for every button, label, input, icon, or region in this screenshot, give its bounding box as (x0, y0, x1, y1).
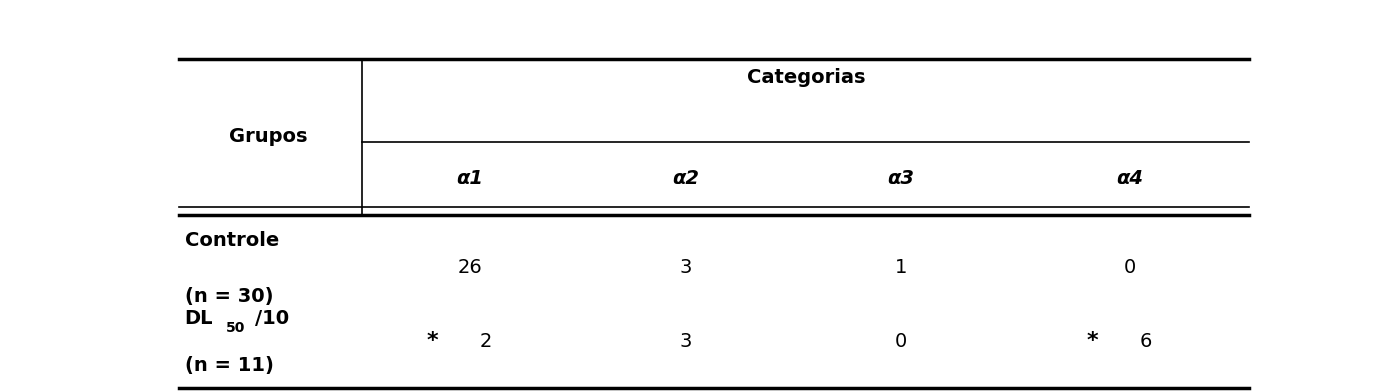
Text: Grupos: Grupos (229, 127, 307, 146)
Text: 3: 3 (680, 258, 692, 277)
Text: (n = 30): (n = 30) (185, 287, 272, 305)
Text: α3: α3 (887, 169, 915, 188)
Text: *: * (1087, 331, 1098, 351)
Text: Categorias: Categorias (748, 69, 866, 87)
Text: 3: 3 (680, 332, 692, 351)
Text: (n = 11): (n = 11) (185, 356, 274, 375)
Text: α4: α4 (1116, 169, 1144, 188)
Text: α2: α2 (671, 169, 699, 188)
Text: 6: 6 (1140, 332, 1152, 351)
Text: 0: 0 (895, 332, 908, 351)
Text: 26: 26 (457, 258, 482, 277)
Text: Controle: Controle (185, 231, 279, 250)
Text: *: * (427, 331, 438, 351)
Text: /10: /10 (254, 309, 289, 328)
Text: DL: DL (185, 309, 213, 328)
Text: 2: 2 (480, 332, 492, 351)
Text: 1: 1 (895, 258, 908, 277)
Text: 50: 50 (225, 321, 245, 335)
Text: 0: 0 (1123, 258, 1136, 277)
Text: α1: α1 (456, 169, 484, 188)
